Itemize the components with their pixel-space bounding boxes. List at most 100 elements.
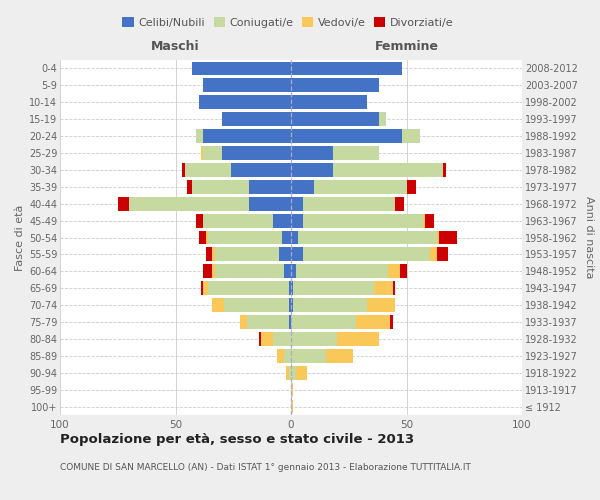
Bar: [203, 146, 222, 160]
Bar: [187, 180, 191, 194]
Bar: [272, 214, 291, 228]
Bar: [118, 197, 130, 210]
Bar: [272, 332, 291, 346]
Bar: [289, 282, 291, 295]
Y-axis label: Anni di nascita: Anni di nascita: [584, 196, 595, 279]
Bar: [437, 230, 439, 244]
Bar: [208, 282, 289, 295]
Bar: [302, 197, 395, 210]
Bar: [199, 96, 291, 109]
Bar: [191, 62, 291, 76]
Bar: [222, 146, 291, 160]
Bar: [203, 78, 291, 92]
Bar: [201, 146, 203, 160]
Bar: [203, 214, 272, 228]
Bar: [284, 264, 291, 278]
Bar: [291, 382, 293, 396]
Bar: [291, 129, 402, 143]
Bar: [289, 298, 291, 312]
Bar: [206, 230, 208, 244]
Bar: [391, 315, 392, 329]
Bar: [291, 62, 402, 76]
Bar: [291, 78, 379, 92]
Bar: [247, 315, 289, 329]
Bar: [206, 248, 212, 262]
Legend: Celibi/Nubili, Coniugati/e, Vedovi/e, Divorziati/e: Celibi/Nubili, Coniugati/e, Vedovi/e, Di…: [118, 13, 458, 32]
Bar: [437, 248, 448, 262]
Bar: [224, 298, 289, 312]
Bar: [367, 298, 395, 312]
Bar: [215, 264, 284, 278]
Bar: [291, 298, 293, 312]
Bar: [212, 248, 215, 262]
Bar: [259, 332, 261, 346]
Bar: [277, 349, 284, 363]
Bar: [392, 282, 395, 295]
Bar: [293, 282, 374, 295]
Bar: [291, 248, 302, 262]
Bar: [422, 214, 425, 228]
Text: COMUNE DI SAN MARCELLO (AN) - Dati ISTAT 1° gennaio 2013 - Elaborazione TUTTITAL: COMUNE DI SAN MARCELLO (AN) - Dati ISTAT…: [60, 462, 471, 471]
Bar: [400, 264, 407, 278]
Bar: [191, 180, 250, 194]
Bar: [291, 197, 302, 210]
Bar: [374, 282, 392, 295]
Bar: [291, 214, 302, 228]
Bar: [388, 264, 400, 278]
Bar: [286, 366, 289, 380]
Text: Femmine: Femmine: [374, 40, 439, 53]
Bar: [196, 214, 203, 228]
Bar: [284, 349, 291, 363]
Bar: [130, 197, 250, 210]
Bar: [208, 230, 282, 244]
Bar: [250, 180, 291, 194]
Bar: [296, 264, 388, 278]
Bar: [291, 146, 332, 160]
Bar: [291, 282, 293, 295]
Bar: [296, 366, 307, 380]
Bar: [430, 248, 437, 262]
Bar: [201, 282, 203, 295]
Text: Popolazione per età, sesso e stato civile - 2013: Popolazione per età, sesso e stato civil…: [60, 432, 414, 446]
Bar: [182, 163, 185, 177]
Bar: [332, 163, 443, 177]
Bar: [222, 112, 291, 126]
Bar: [337, 332, 379, 346]
Bar: [240, 315, 247, 329]
Bar: [196, 129, 203, 143]
Bar: [291, 112, 379, 126]
Bar: [402, 129, 421, 143]
Bar: [203, 282, 208, 295]
Bar: [250, 197, 291, 210]
Bar: [356, 315, 391, 329]
Bar: [291, 264, 296, 278]
Bar: [291, 366, 296, 380]
Y-axis label: Fasce di età: Fasce di età: [14, 204, 25, 270]
Bar: [443, 163, 446, 177]
Bar: [291, 163, 332, 177]
Text: Maschi: Maschi: [151, 40, 200, 53]
Bar: [291, 400, 293, 413]
Bar: [302, 248, 430, 262]
Bar: [291, 96, 367, 109]
Bar: [302, 214, 422, 228]
Bar: [425, 214, 434, 228]
Bar: [291, 315, 356, 329]
Bar: [332, 146, 379, 160]
Bar: [212, 264, 215, 278]
Bar: [395, 197, 404, 210]
Bar: [199, 230, 206, 244]
Bar: [212, 298, 224, 312]
Bar: [298, 230, 437, 244]
Bar: [439, 230, 457, 244]
Bar: [231, 163, 291, 177]
Bar: [289, 315, 291, 329]
Bar: [203, 264, 212, 278]
Bar: [293, 298, 367, 312]
Bar: [289, 366, 291, 380]
Bar: [282, 230, 291, 244]
Bar: [291, 332, 337, 346]
Bar: [185, 163, 231, 177]
Bar: [291, 349, 326, 363]
Bar: [314, 180, 407, 194]
